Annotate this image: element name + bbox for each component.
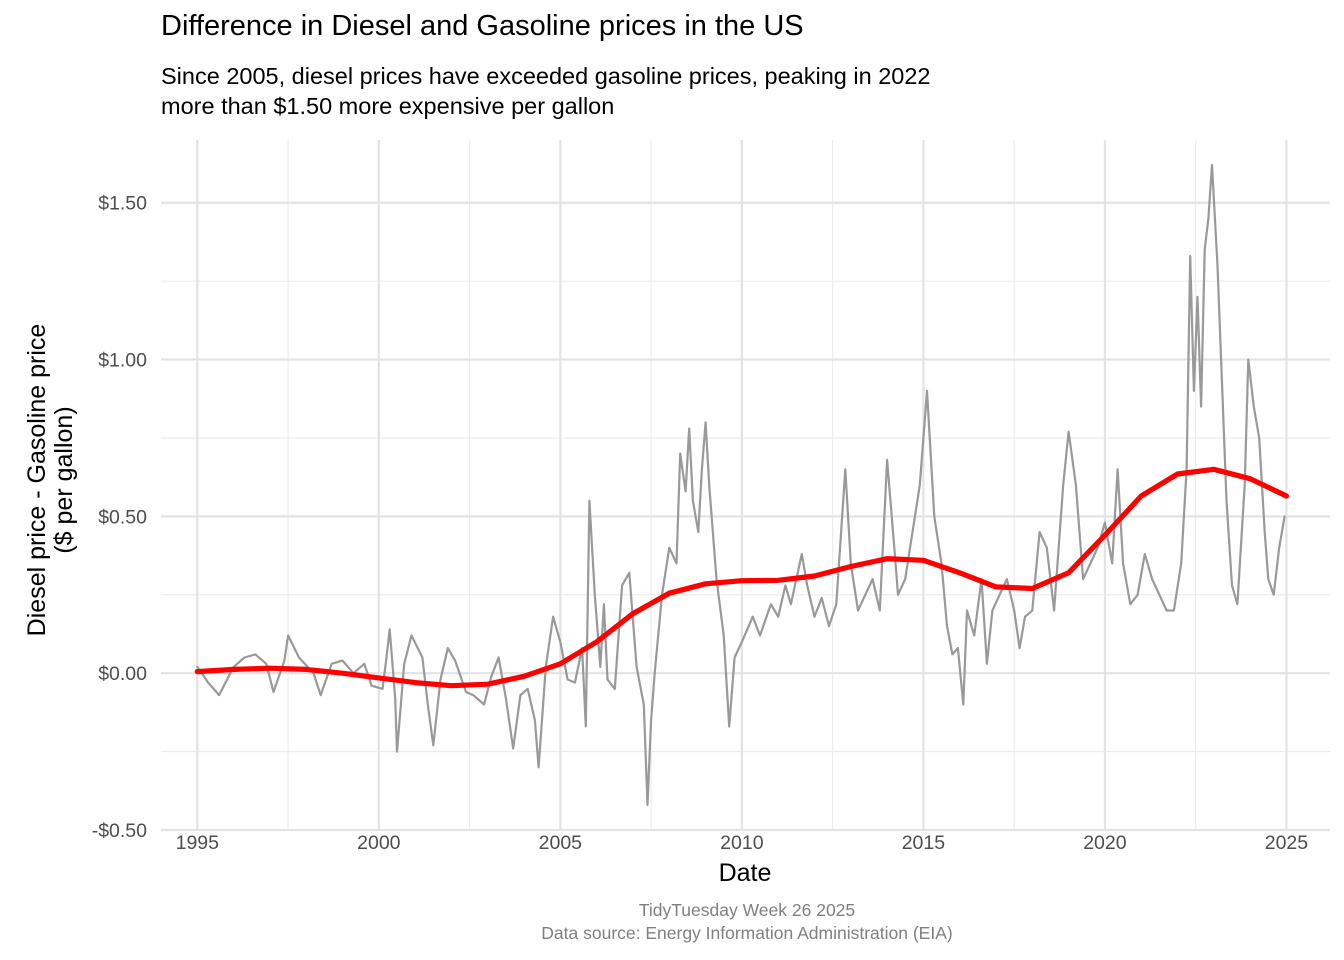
grid-major — [161, 140, 1330, 832]
grid-minor — [161, 140, 1330, 830]
caption-line-2: Data source: Energy Information Administ… — [541, 923, 953, 943]
x-axis-tick-labels: 1995 2000 2005 2010 2015 2020 2025 — [176, 832, 1309, 854]
chart-caption: TidyTuesday Week 26 2025 Data source: En… — [0, 899, 1344, 945]
x-tick-label: 1995 — [176, 832, 220, 854]
series-layer — [194, 164, 1289, 806]
x-axis-label: Date — [719, 859, 772, 887]
y-tick-label: $0.00 — [98, 663, 147, 685]
x-tick-label: 2005 — [539, 832, 583, 854]
y-tick-label: -$0.50 — [92, 820, 147, 842]
y-axis-label-line-2: ($ per gallon) — [50, 406, 78, 553]
caption-line-1: TidyTuesday Week 26 2025 — [638, 900, 856, 920]
x-tick-label: 2020 — [1083, 832, 1127, 854]
x-tick-label: 2015 — [902, 832, 946, 854]
series-line-difference — [196, 164, 1286, 806]
y-axis-tick-labels: -$0.50 $0.00 $0.50 $1.00 $1.50 — [92, 193, 147, 842]
x-tick-label: 2000 — [357, 832, 401, 854]
subtitle-line-1: Since 2005, diesel prices have exceeded … — [161, 63, 931, 89]
y-tick-label: $1.50 — [98, 193, 147, 215]
chart-subtitle: Since 2005, diesel prices have exceeded … — [161, 61, 931, 121]
series-line-trend — [194, 466, 1289, 689]
subtitle-line-2: more than $1.50 more expensive per gallo… — [161, 93, 615, 119]
y-tick-label: $1.00 — [98, 350, 147, 372]
y-tick-label: $0.50 — [98, 506, 147, 528]
y-axis-label: Diesel price - Gasoline price ($ per gal… — [23, 324, 78, 637]
y-axis-label-line-1: Diesel price - Gasoline price — [23, 324, 51, 637]
x-tick-label: 2010 — [720, 832, 764, 854]
chart-title: Difference in Diesel and Gasoline prices… — [161, 10, 804, 42]
x-tick-label: 2025 — [1265, 832, 1309, 854]
